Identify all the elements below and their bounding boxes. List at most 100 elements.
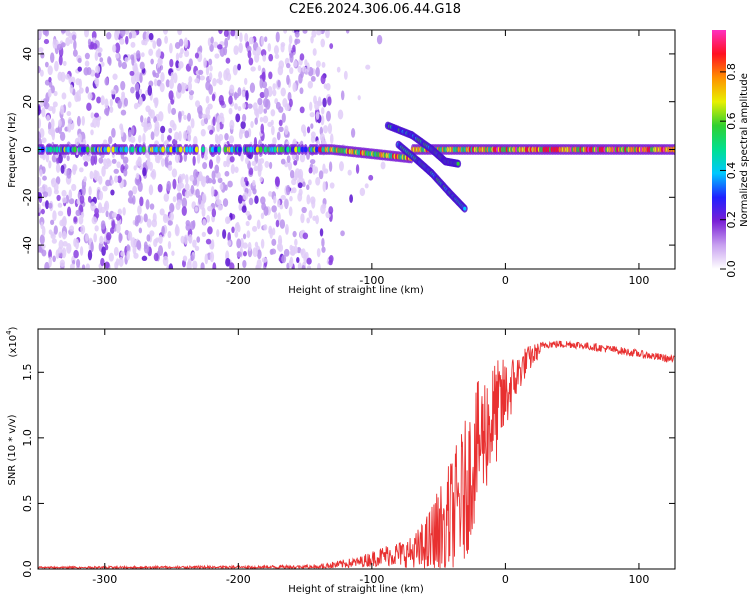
spectrogram-cell bbox=[227, 240, 232, 247]
spectrogram-cell bbox=[139, 72, 143, 84]
spectrogram-cell bbox=[87, 249, 93, 261]
x-tick-label: 100 bbox=[628, 274, 649, 287]
spectrogram-cell bbox=[268, 161, 273, 169]
spectrogram-cell bbox=[100, 61, 105, 67]
spectrogram-xlabel: Height of straight line (km) bbox=[288, 285, 424, 296]
spectrogram-cell bbox=[71, 183, 77, 192]
spectrogram-cell bbox=[260, 123, 265, 134]
spectrogram-cell bbox=[218, 71, 223, 80]
spectrogram-cell bbox=[48, 81, 53, 88]
spectrogram-cell bbox=[240, 121, 246, 129]
spectrogram-cell bbox=[125, 35, 129, 45]
spectrogram-cell bbox=[309, 101, 313, 111]
spectrogram-cell bbox=[364, 183, 369, 189]
colorbar-tick-label: 0.8 bbox=[725, 63, 738, 81]
spectrogram-cell bbox=[102, 185, 108, 192]
spectrogram-cell bbox=[115, 213, 121, 221]
spectrogram-cell bbox=[100, 257, 105, 267]
spectrogram-cell bbox=[205, 106, 211, 116]
spectrogram-cell bbox=[147, 85, 153, 96]
spectrogram-cell bbox=[69, 84, 74, 94]
spectrogram-cell bbox=[216, 199, 222, 206]
spectrogram-cell bbox=[174, 131, 180, 141]
spectrogram-cell bbox=[44, 261, 50, 269]
spectrogram-cell bbox=[247, 241, 252, 252]
spectrogram-cell bbox=[90, 201, 96, 212]
spectrogram-cell bbox=[320, 115, 325, 126]
spectrogram-cell bbox=[207, 37, 212, 47]
carrier-band-cell bbox=[255, 146, 260, 153]
spectrogram-cell bbox=[48, 202, 53, 209]
spectrogram-cell bbox=[321, 246, 326, 253]
spectrogram-cell bbox=[265, 98, 271, 110]
carrier-band-cell bbox=[238, 146, 242, 153]
carrier-band-cell bbox=[106, 146, 111, 153]
spectrogram-cell bbox=[203, 57, 207, 69]
spectrogram-cell bbox=[268, 191, 273, 197]
carrier-band-cell bbox=[194, 146, 199, 153]
spectrogram-cell bbox=[294, 170, 299, 181]
spectrogram-cell bbox=[38, 192, 42, 199]
spectrogram-cell bbox=[94, 225, 99, 232]
spectrogram-cell bbox=[216, 78, 222, 84]
spectrogram-cell bbox=[321, 237, 325, 248]
spectrogram-cell bbox=[89, 170, 94, 180]
spectrogram-cell bbox=[171, 168, 178, 178]
spectrogram-cell bbox=[50, 233, 56, 240]
spectrogram-cell bbox=[293, 159, 298, 166]
spectrogram-cell bbox=[309, 158, 316, 165]
spectrogram-cell bbox=[94, 77, 99, 85]
spectrogram-cell bbox=[297, 168, 304, 180]
spectrogram-cell bbox=[306, 217, 310, 224]
spectrogram-cell bbox=[288, 98, 293, 108]
spectrogram-cell bbox=[311, 199, 316, 209]
spectrogram-cell bbox=[251, 225, 258, 232]
spectrogram-cell bbox=[127, 231, 133, 241]
spectrogram-cell bbox=[234, 30, 239, 40]
spectrogram-cell bbox=[165, 79, 170, 88]
carrier-band-cell bbox=[303, 146, 308, 153]
spectrogram-cell bbox=[275, 31, 280, 43]
spectrogram-cell bbox=[279, 203, 284, 210]
spectrogram-cell bbox=[213, 41, 219, 48]
spectrogram-cell bbox=[40, 52, 45, 59]
spectrogram-cell bbox=[188, 93, 194, 101]
spectrogram-cell bbox=[225, 57, 231, 64]
spectrogram-cell bbox=[157, 67, 162, 74]
colorbar-label: Normalized spectral amplitude bbox=[739, 73, 750, 227]
spectrogram-cell bbox=[48, 256, 52, 268]
y-tick-label: 1.0 bbox=[21, 429, 34, 447]
spectrogram-cell bbox=[280, 43, 285, 53]
spectrogram-cell bbox=[275, 219, 280, 228]
spectrogram-cell bbox=[200, 128, 206, 137]
spectrogram-cell bbox=[161, 225, 165, 235]
spectrogram-cell bbox=[174, 153, 180, 164]
spectrogram-cell bbox=[58, 54, 63, 66]
spectrogram-cell bbox=[190, 184, 195, 195]
spectrogram-cell bbox=[328, 206, 334, 215]
spectrogram-cell bbox=[57, 210, 64, 217]
snr-frame bbox=[38, 329, 675, 569]
spectrogram-cell bbox=[164, 35, 168, 44]
spectrogram-cell bbox=[289, 169, 295, 179]
carrier-band-cell bbox=[273, 146, 277, 153]
spectrogram-cell bbox=[154, 97, 158, 109]
spectrogram-cell bbox=[310, 131, 316, 139]
spectrogram-cell bbox=[193, 169, 199, 179]
spectrogram-cell bbox=[209, 129, 214, 135]
spectrogram-cell bbox=[216, 229, 220, 238]
spectrogram-cell bbox=[211, 178, 216, 185]
carrier-band-cell bbox=[217, 146, 221, 153]
spectrogram-cell bbox=[62, 230, 67, 240]
spectrogram-cell bbox=[169, 42, 173, 54]
spectrogram-cell bbox=[149, 203, 155, 210]
spectrogram-cell bbox=[117, 208, 123, 216]
spectrogram-cell bbox=[135, 172, 140, 180]
spectrogram-cell bbox=[347, 169, 352, 176]
spectrogram-cell bbox=[68, 32, 73, 39]
spectrogram-cell bbox=[66, 110, 72, 117]
spectrogram-cell bbox=[48, 76, 52, 83]
carrier-band-cell bbox=[230, 146, 234, 153]
spectrogram-cell bbox=[120, 250, 125, 257]
spectrogram-cell bbox=[124, 30, 130, 36]
